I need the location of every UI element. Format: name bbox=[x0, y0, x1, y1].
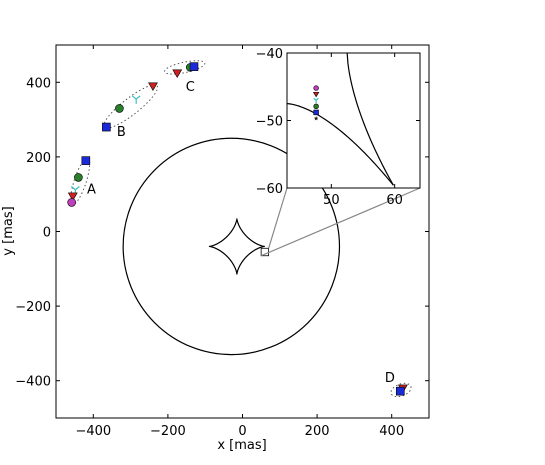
marker-shape bbox=[148, 82, 158, 92]
x-tick-label: 0 bbox=[238, 424, 246, 439]
image-marker bbox=[172, 69, 183, 78]
image-marker bbox=[67, 198, 76, 207]
marker-shape bbox=[313, 116, 319, 121]
y-tick-label: 0 bbox=[43, 226, 51, 241]
marker-shape bbox=[313, 103, 319, 110]
marker-shape bbox=[395, 386, 405, 396]
x-tick-label: −200 bbox=[150, 424, 186, 439]
y-tick-label: −200 bbox=[15, 300, 51, 315]
zoom-line-left bbox=[268, 187, 288, 249]
image-marker bbox=[102, 122, 111, 132]
image-marker bbox=[74, 173, 83, 182]
marker-shape bbox=[115, 104, 124, 113]
main-axis-ticks: −400 −200 0 200 400 −400 −200 0 200 400 bbox=[15, 45, 429, 439]
y-tick-label: 200 bbox=[26, 151, 51, 166]
zoom-line-right bbox=[260, 187, 421, 257]
inset-caustic-branch-lower bbox=[287, 103, 394, 186]
inset-y-tick-label: −60 bbox=[256, 182, 283, 197]
image-group-d bbox=[390, 382, 412, 398]
inset-axis-ticks: 50 60 −40 −50 −60 bbox=[256, 47, 420, 208]
marker-stroke bbox=[135, 95, 141, 100]
inset-source-marker bbox=[313, 103, 319, 110]
x-tick-label: 400 bbox=[379, 424, 404, 439]
group-label-c: C bbox=[186, 80, 195, 95]
marker-shape bbox=[67, 198, 76, 207]
inset-x-tick-label: 60 bbox=[386, 193, 403, 208]
inset-plot-area bbox=[287, 53, 394, 186]
marker-shape bbox=[74, 173, 83, 182]
zoom-connector-lines bbox=[260, 187, 421, 257]
y-tick-label: 400 bbox=[26, 76, 51, 91]
image-group-a bbox=[67, 156, 91, 207]
main-plot-area bbox=[67, 60, 412, 398]
image-marker bbox=[148, 82, 158, 92]
image-group-ellipse bbox=[103, 84, 159, 129]
critical-curve bbox=[122, 137, 341, 356]
y-axis-label: y [mas] bbox=[1, 206, 16, 255]
image-marker bbox=[67, 192, 78, 202]
marker-shape bbox=[67, 192, 78, 202]
group-label-d: D bbox=[385, 371, 395, 386]
marker-shape bbox=[313, 109, 319, 116]
inset-source-marker bbox=[313, 109, 319, 116]
y-tick-label: −400 bbox=[15, 375, 51, 390]
inset-caustic-branch-upper bbox=[346, 53, 394, 186]
marker-shape bbox=[102, 122, 111, 132]
image-group-b bbox=[102, 82, 159, 132]
marker-stroke bbox=[315, 97, 319, 101]
inset-source-marker bbox=[313, 85, 319, 91]
marker-shape bbox=[312, 91, 320, 98]
marker-shape bbox=[313, 85, 319, 91]
inset-y-tick-label: −40 bbox=[256, 47, 283, 62]
inset-source-marker bbox=[313, 116, 319, 121]
marker-stroke bbox=[75, 186, 80, 191]
marker-stroke bbox=[131, 95, 137, 100]
image-group-c bbox=[164, 60, 206, 78]
marker-shape bbox=[172, 69, 183, 78]
image-group-ellipse bbox=[390, 382, 412, 398]
image-marker bbox=[189, 62, 199, 71]
inset-background bbox=[287, 53, 420, 188]
image-group-ellipse bbox=[164, 60, 206, 75]
inset-x-tick-label: 50 bbox=[323, 193, 340, 208]
image-marker bbox=[395, 386, 405, 396]
image-marker bbox=[131, 95, 141, 104]
marker-stroke bbox=[71, 186, 76, 191]
inset-source-marker bbox=[312, 91, 320, 98]
group-label-a: A bbox=[87, 183, 96, 198]
image-marker bbox=[115, 104, 124, 113]
inset-y-tick-label: −50 bbox=[256, 115, 283, 130]
x-tick-label: 200 bbox=[305, 424, 330, 439]
group-label-b: B bbox=[117, 125, 126, 140]
inset-source-marker bbox=[313, 97, 319, 104]
x-axis-label: x [mas] bbox=[217, 438, 266, 453]
marker-stroke bbox=[313, 97, 317, 101]
x-tick-label: −400 bbox=[75, 424, 111, 439]
marker-shape bbox=[81, 156, 91, 165]
caustic-curve bbox=[208, 218, 265, 275]
marker-shape bbox=[189, 62, 199, 71]
image-marker bbox=[81, 156, 91, 165]
